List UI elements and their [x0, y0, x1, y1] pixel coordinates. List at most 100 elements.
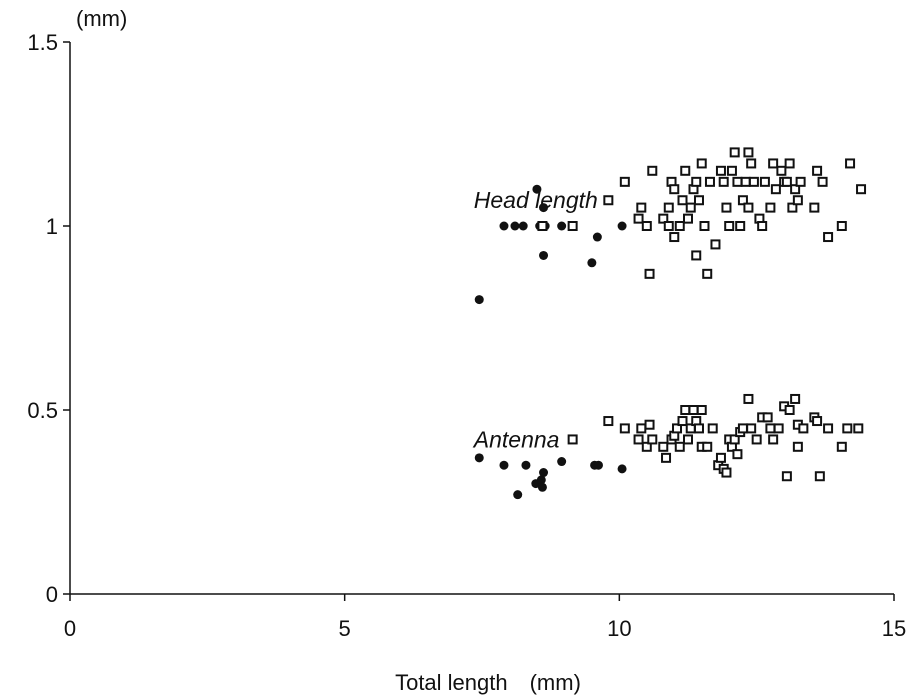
open-square-point — [636, 423, 647, 434]
filled-circle-point — [557, 221, 567, 231]
open-square-point — [674, 221, 685, 231]
open-square-point — [644, 268, 655, 279]
open-square-point — [647, 165, 658, 176]
open-square-point — [647, 434, 658, 445]
x-tick-label: 5 — [339, 616, 351, 641]
open-square-point — [817, 176, 828, 187]
open-square-point — [674, 441, 685, 452]
filled-circle-point — [513, 490, 523, 500]
open-square-point — [672, 423, 683, 434]
open-square-point — [845, 158, 856, 169]
open-square-point — [743, 147, 754, 158]
open-square-point — [759, 176, 770, 187]
open-square-point — [773, 423, 784, 434]
open-square-point — [836, 441, 847, 452]
open-square-point — [691, 176, 702, 187]
open-square-point — [619, 176, 630, 187]
filled-circle-point — [539, 250, 549, 260]
open-square-point — [718, 176, 729, 187]
open-square-point — [792, 195, 803, 206]
filled-circle-point — [518, 221, 528, 231]
open-square-point — [603, 195, 614, 206]
open-square-point — [677, 416, 688, 427]
open-square-point — [795, 176, 806, 187]
open-square-point — [735, 221, 746, 231]
open-square-point — [699, 221, 710, 231]
y-axis-unit-label: (mm) — [76, 6, 127, 31]
open-square-point — [809, 202, 820, 213]
open-square-point — [693, 195, 704, 206]
open-square-point — [853, 423, 864, 434]
open-square-point — [781, 471, 792, 482]
open-square-point — [721, 467, 732, 478]
filled-circle-point — [587, 258, 597, 268]
open-square-point — [746, 158, 757, 169]
open-square-point — [663, 221, 674, 231]
filled-circle-point — [537, 482, 547, 492]
open-square-point — [567, 221, 578, 231]
y-tick-label: 1.5 — [27, 30, 58, 55]
y-tick-label: 0 — [46, 582, 58, 607]
filled-circle-point — [539, 203, 549, 213]
filled-circle-point — [532, 184, 542, 194]
filled-circle-point — [617, 221, 627, 231]
open-square-point — [781, 176, 792, 187]
open-square-point — [641, 441, 652, 452]
open-square-point — [685, 202, 696, 213]
open-square-point — [762, 412, 773, 423]
open-square-point — [737, 423, 748, 434]
open-square-point — [768, 158, 779, 169]
filled-circle-point — [617, 464, 627, 474]
open-square-point — [669, 184, 680, 195]
annotation-label: Antenna — [472, 426, 560, 452]
open-square-point — [743, 202, 754, 213]
open-square-point — [814, 471, 825, 482]
open-square-point — [737, 195, 748, 206]
open-square-point — [823, 423, 834, 434]
axes — [69, 42, 894, 595]
open-square-point — [792, 441, 803, 452]
open-square-point — [663, 202, 674, 213]
open-square-point — [696, 405, 707, 415]
open-square-point — [693, 423, 704, 434]
open-square-point — [823, 232, 834, 243]
tick-labels: 0 5 10 15 0 0.5 1 1.5 — [27, 30, 906, 641]
open-square-point — [707, 423, 718, 434]
open-square-point — [683, 434, 693, 445]
open-square-point — [641, 221, 652, 231]
open-square-point — [798, 423, 809, 434]
open-square-point — [784, 405, 795, 415]
open-square-point — [619, 423, 630, 434]
open-square-point — [680, 165, 691, 176]
filled-circle-point — [499, 460, 509, 470]
open-square-point — [770, 184, 781, 195]
filled-circle-point — [593, 460, 603, 470]
x-tick-label: 0 — [64, 616, 76, 641]
open-square-point — [729, 434, 740, 445]
open-square-point — [633, 434, 644, 445]
open-square-point — [724, 221, 735, 231]
open-square-point — [658, 213, 669, 224]
filled-circle-point — [510, 221, 520, 231]
open-square-point — [732, 449, 743, 460]
open-square-point — [702, 268, 713, 279]
filled-circle-point — [521, 460, 531, 470]
open-square-point — [732, 176, 743, 187]
open-square-point — [669, 232, 680, 243]
open-square-point — [691, 250, 702, 261]
open-square-point — [633, 213, 644, 224]
open-square-point — [784, 158, 795, 169]
open-square-point — [537, 221, 548, 231]
x-tick-label: 10 — [607, 616, 631, 641]
open-square-point — [790, 393, 801, 404]
open-square-point — [661, 452, 672, 463]
open-square-point — [696, 158, 707, 169]
open-square-point — [677, 195, 688, 206]
open-square-point — [702, 441, 713, 452]
filled-circle-point — [536, 475, 546, 485]
open-square-point — [776, 165, 787, 176]
open-square-point — [746, 423, 757, 434]
filled-circle-point — [557, 457, 567, 467]
open-square-point — [751, 434, 762, 445]
